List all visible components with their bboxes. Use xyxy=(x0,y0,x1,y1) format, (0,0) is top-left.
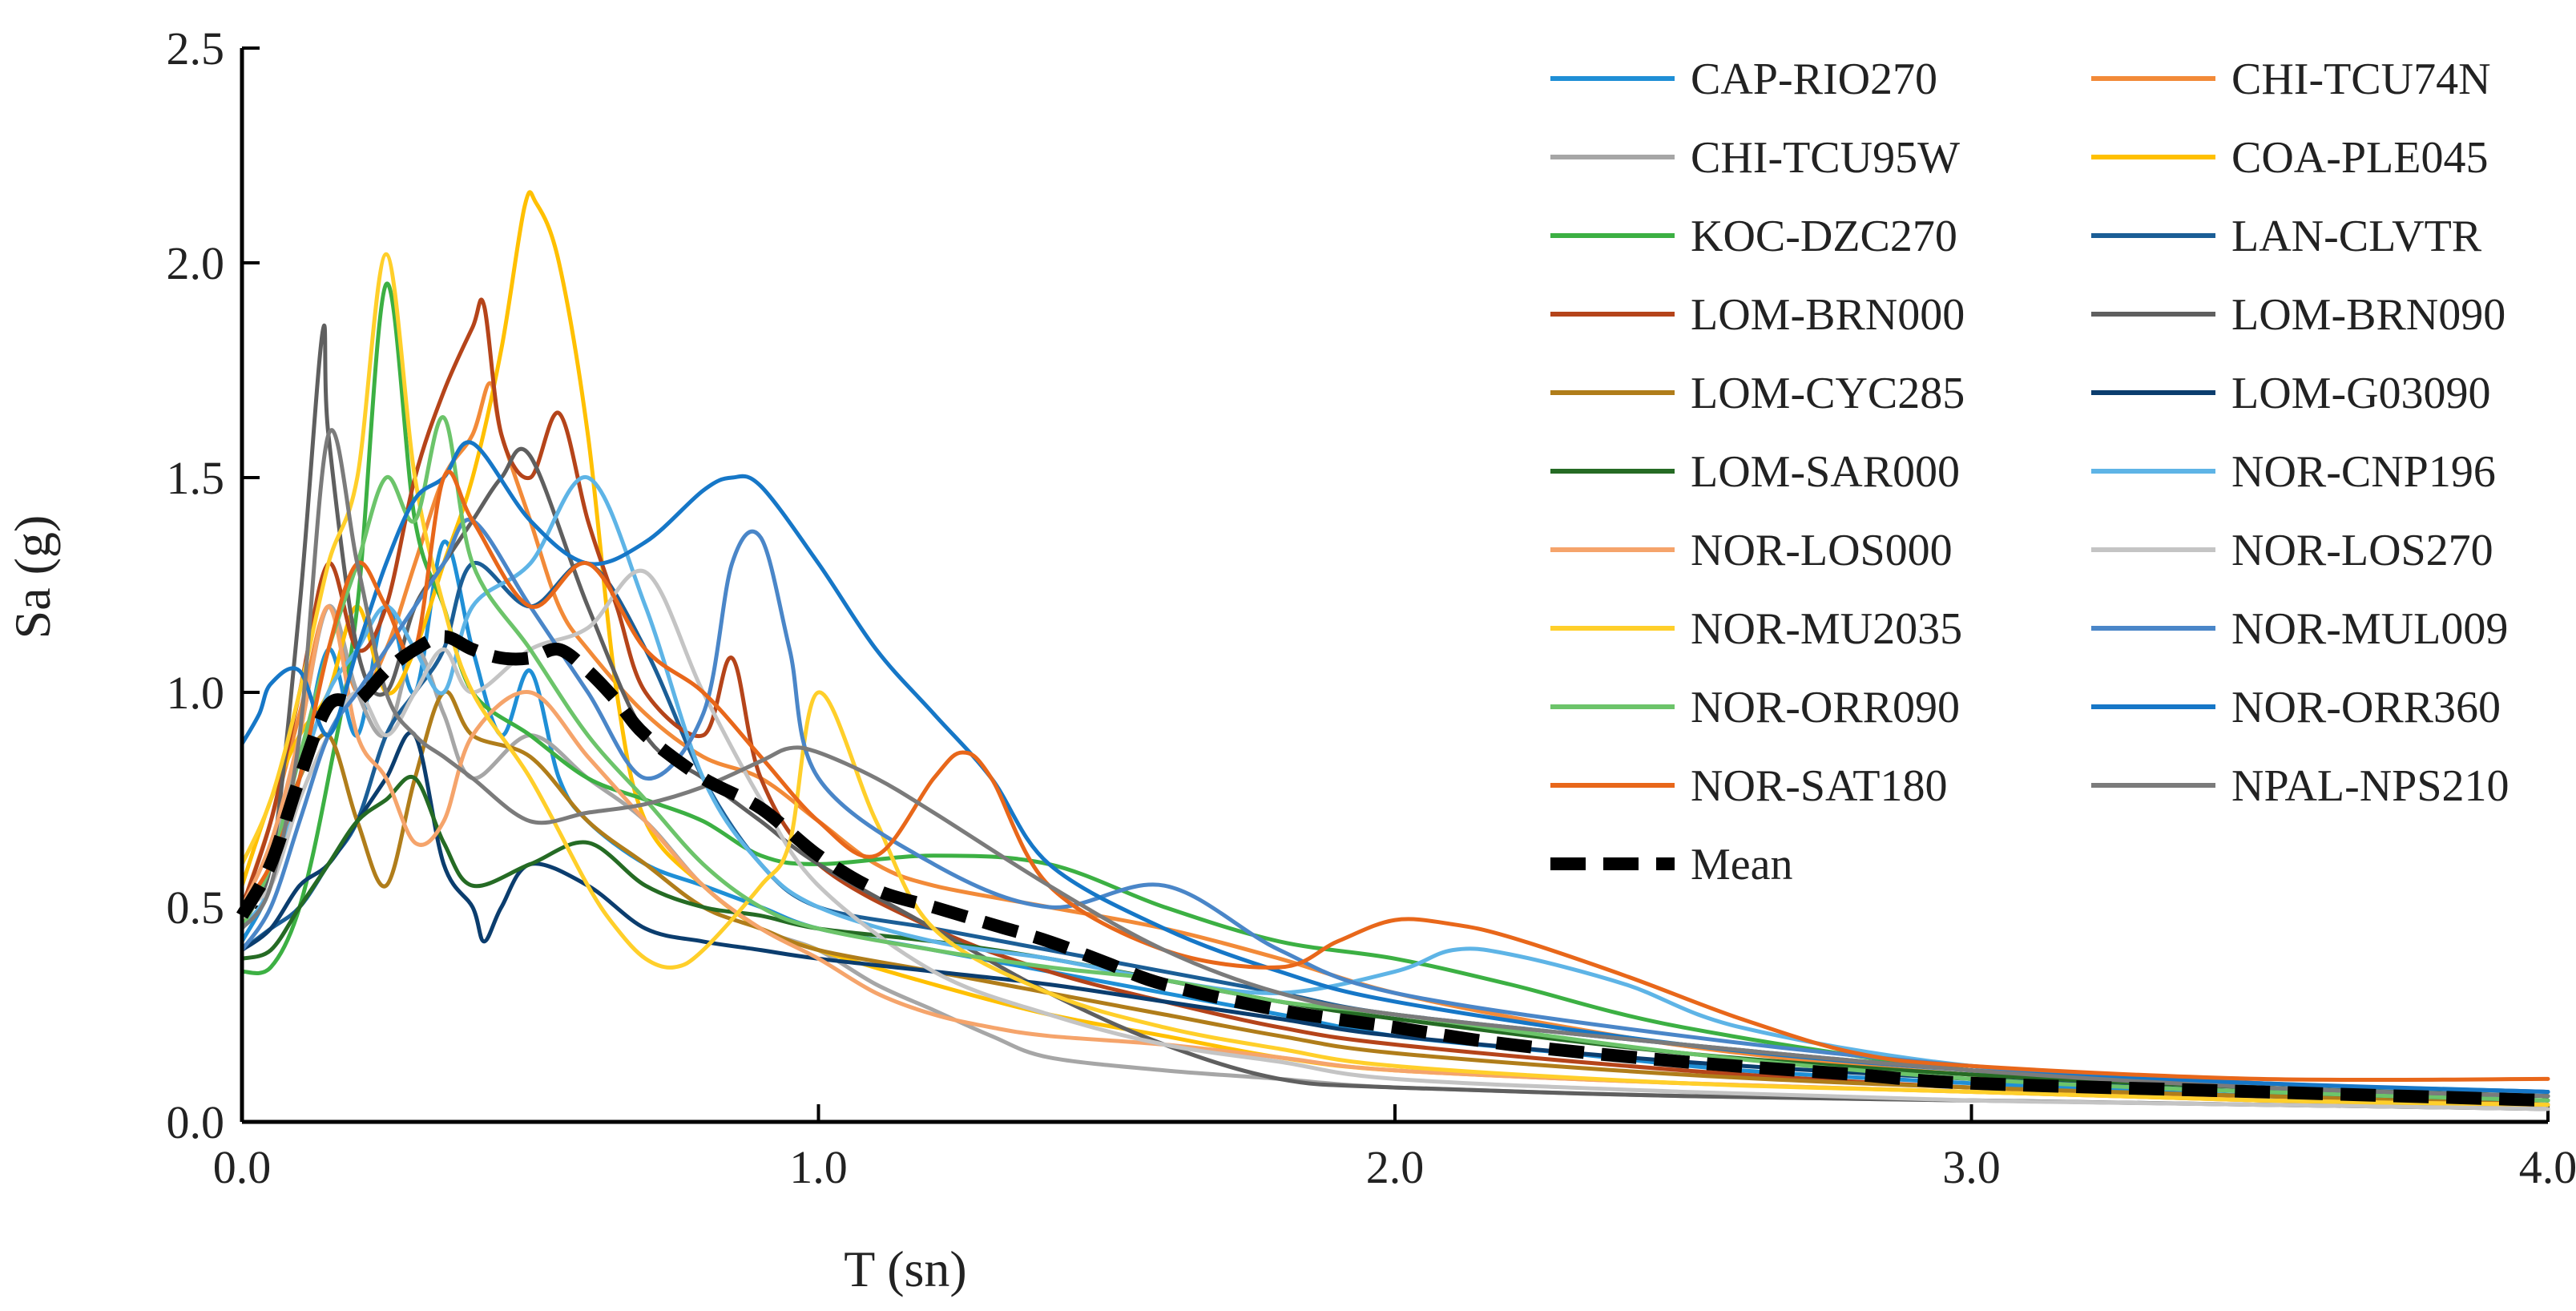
legend-label-npal-nps210: NPAL-NPS210 xyxy=(2231,761,2509,811)
legend-entry-chi-tcu95w: CHI-TCU95W xyxy=(1550,133,1960,183)
legend-entry-nor-los000: NOR-LOS000 xyxy=(1550,526,1953,575)
axes-layer xyxy=(240,48,2548,1124)
y-tick-label-2: 1.0 xyxy=(167,667,225,719)
legend-entry-lan-clvtr: LAN-CLVTR xyxy=(2091,212,2482,261)
legend-label-coa-ple045: COA-PLE045 xyxy=(2231,133,2488,183)
tick-labels-layer: 0.0 0.5 1.0 1.5 2.0 2.5 0.0 1.0 2.0 3.0 4.0 xyxy=(167,22,2576,1193)
y-tick-label-5: 2.5 xyxy=(167,22,225,75)
legend-label-lom-cyc285: LOM-CYC285 xyxy=(1691,369,1965,418)
legend-label-koc-dzc270: KOC-DZC270 xyxy=(1691,212,1957,261)
legend-label-chi-tcu95w: CHI-TCU95W xyxy=(1691,133,1960,183)
y-tick-label-4: 2.0 xyxy=(167,237,225,289)
series-line-lom-cyc285 xyxy=(240,689,2550,1107)
legend: CAP-RIO270 CHI-TCU74N CHI-TCU95W COA-PLE045… xyxy=(1550,54,2509,889)
series-line-lom-brn090 xyxy=(240,323,2550,1111)
legend-entry-npal-nps210: NPAL-NPS210 xyxy=(2091,761,2509,811)
series-line-lom-sar000 xyxy=(240,774,2550,1099)
x-tick-label-3: 3.0 xyxy=(1942,1141,2001,1193)
x-tick-label-2: 2.0 xyxy=(1366,1141,1425,1193)
legend-label-nor-cnp196: NOR-CNP196 xyxy=(2231,447,2496,497)
series-line-chi-tcu74n xyxy=(240,381,2550,1099)
legend-entry-lom-brn090: LOM-BRN090 xyxy=(2091,290,2505,340)
legend-label-nor-mu2035: NOR-MU2035 xyxy=(1691,604,1962,654)
legend-label-nor-orr090: NOR-ORR090 xyxy=(1691,683,1960,732)
legend-label-lom-brn090: LOM-BRN090 xyxy=(2231,290,2505,340)
series-line-nor-orr090 xyxy=(240,415,2550,1103)
y-axis-title: Sa (g) xyxy=(4,515,61,639)
x-axis-title: T (sn) xyxy=(844,1240,966,1297)
y-tick-label-0: 0.0 xyxy=(167,1096,225,1148)
legend-entry-lom-brn000: LOM-BRN000 xyxy=(1550,290,1965,340)
legend-label-nor-los000: NOR-LOS000 xyxy=(1691,526,1953,575)
legend-label-nor-mul009: NOR-MUL009 xyxy=(2231,604,2508,654)
legend-entry-nor-mul009: NOR-MUL009 xyxy=(2091,604,2508,654)
legend-label-lom-g03090: LOM-G03090 xyxy=(2231,369,2491,418)
legend-entry-coa-ple045: COA-PLE045 xyxy=(2091,133,2488,183)
series-line-koc-dzc270 xyxy=(240,281,2550,1099)
legend-entry-nor-orr360: NOR-ORR360 xyxy=(2091,683,2501,732)
legend-entry-nor-los270: NOR-LOS270 xyxy=(2091,526,2493,575)
x-tick-label-1: 1.0 xyxy=(789,1141,848,1193)
legend-entry-koc-dzc270: KOC-DZC270 xyxy=(1550,212,1957,261)
legend-label-cap-rio270: CAP-RIO270 xyxy=(1691,54,1937,104)
series-line-mean xyxy=(236,630,2549,1107)
legend-entry-nor-sat180: NOR-SAT180 xyxy=(1550,761,1947,811)
x-tick-label-0: 0.0 xyxy=(213,1141,272,1193)
legend-entry-cap-rio270: CAP-RIO270 xyxy=(1550,54,1937,104)
x-tick-label-4: 4.0 xyxy=(2519,1141,2576,1193)
legend-entry-nor-mu2035: NOR-MU2035 xyxy=(1550,604,1962,654)
series-line-nor-cnp196 xyxy=(240,475,2550,1094)
legend-label-lan-clvtr: LAN-CLVTR xyxy=(2231,212,2482,261)
legend-label-chi-tcu74n: CHI-TCU74N xyxy=(2231,54,2491,104)
series-line-nor-mul009 xyxy=(240,518,2550,1094)
y-tick-label-3: 1.5 xyxy=(167,452,225,504)
axis-ticks-layer xyxy=(240,46,2550,1123)
legend-label-mean: Mean xyxy=(1691,840,1793,889)
legend-label-nor-los270: NOR-LOS270 xyxy=(2231,526,2493,575)
legend-label-lom-brn000: LOM-BRN000 xyxy=(1691,290,1965,340)
series-line-nor-sat180 xyxy=(240,470,2550,1083)
legend-entry-nor-orr090: NOR-ORR090 xyxy=(1550,683,1960,732)
legend-entry-lom-cyc285: LOM-CYC285 xyxy=(1550,369,1965,418)
legend-entry-lom-sar000: LOM-SAR000 xyxy=(1550,447,1960,497)
series-lines-layer xyxy=(236,190,2550,1111)
series-line-nor-mu2035 xyxy=(240,252,2550,1107)
series-line-npal-nps210 xyxy=(240,428,2550,1099)
legend-label-nor-orr360: NOR-ORR360 xyxy=(2231,683,2501,732)
legend-entry-lom-g03090: LOM-G03090 xyxy=(2091,369,2491,418)
y-tick-label-1: 0.5 xyxy=(167,881,225,934)
legend-entry-nor-cnp196: NOR-CNP196 xyxy=(2091,447,2496,497)
legend-label-lom-sar000: LOM-SAR000 xyxy=(1691,447,1960,497)
series-line-lom-brn000 xyxy=(240,297,2550,1103)
legend-entry-mean: Mean xyxy=(1550,840,1793,889)
legend-entry-chi-tcu74n: CHI-TCU74N xyxy=(2091,54,2491,104)
legend-label-nor-sat180: NOR-SAT180 xyxy=(1691,761,1947,811)
